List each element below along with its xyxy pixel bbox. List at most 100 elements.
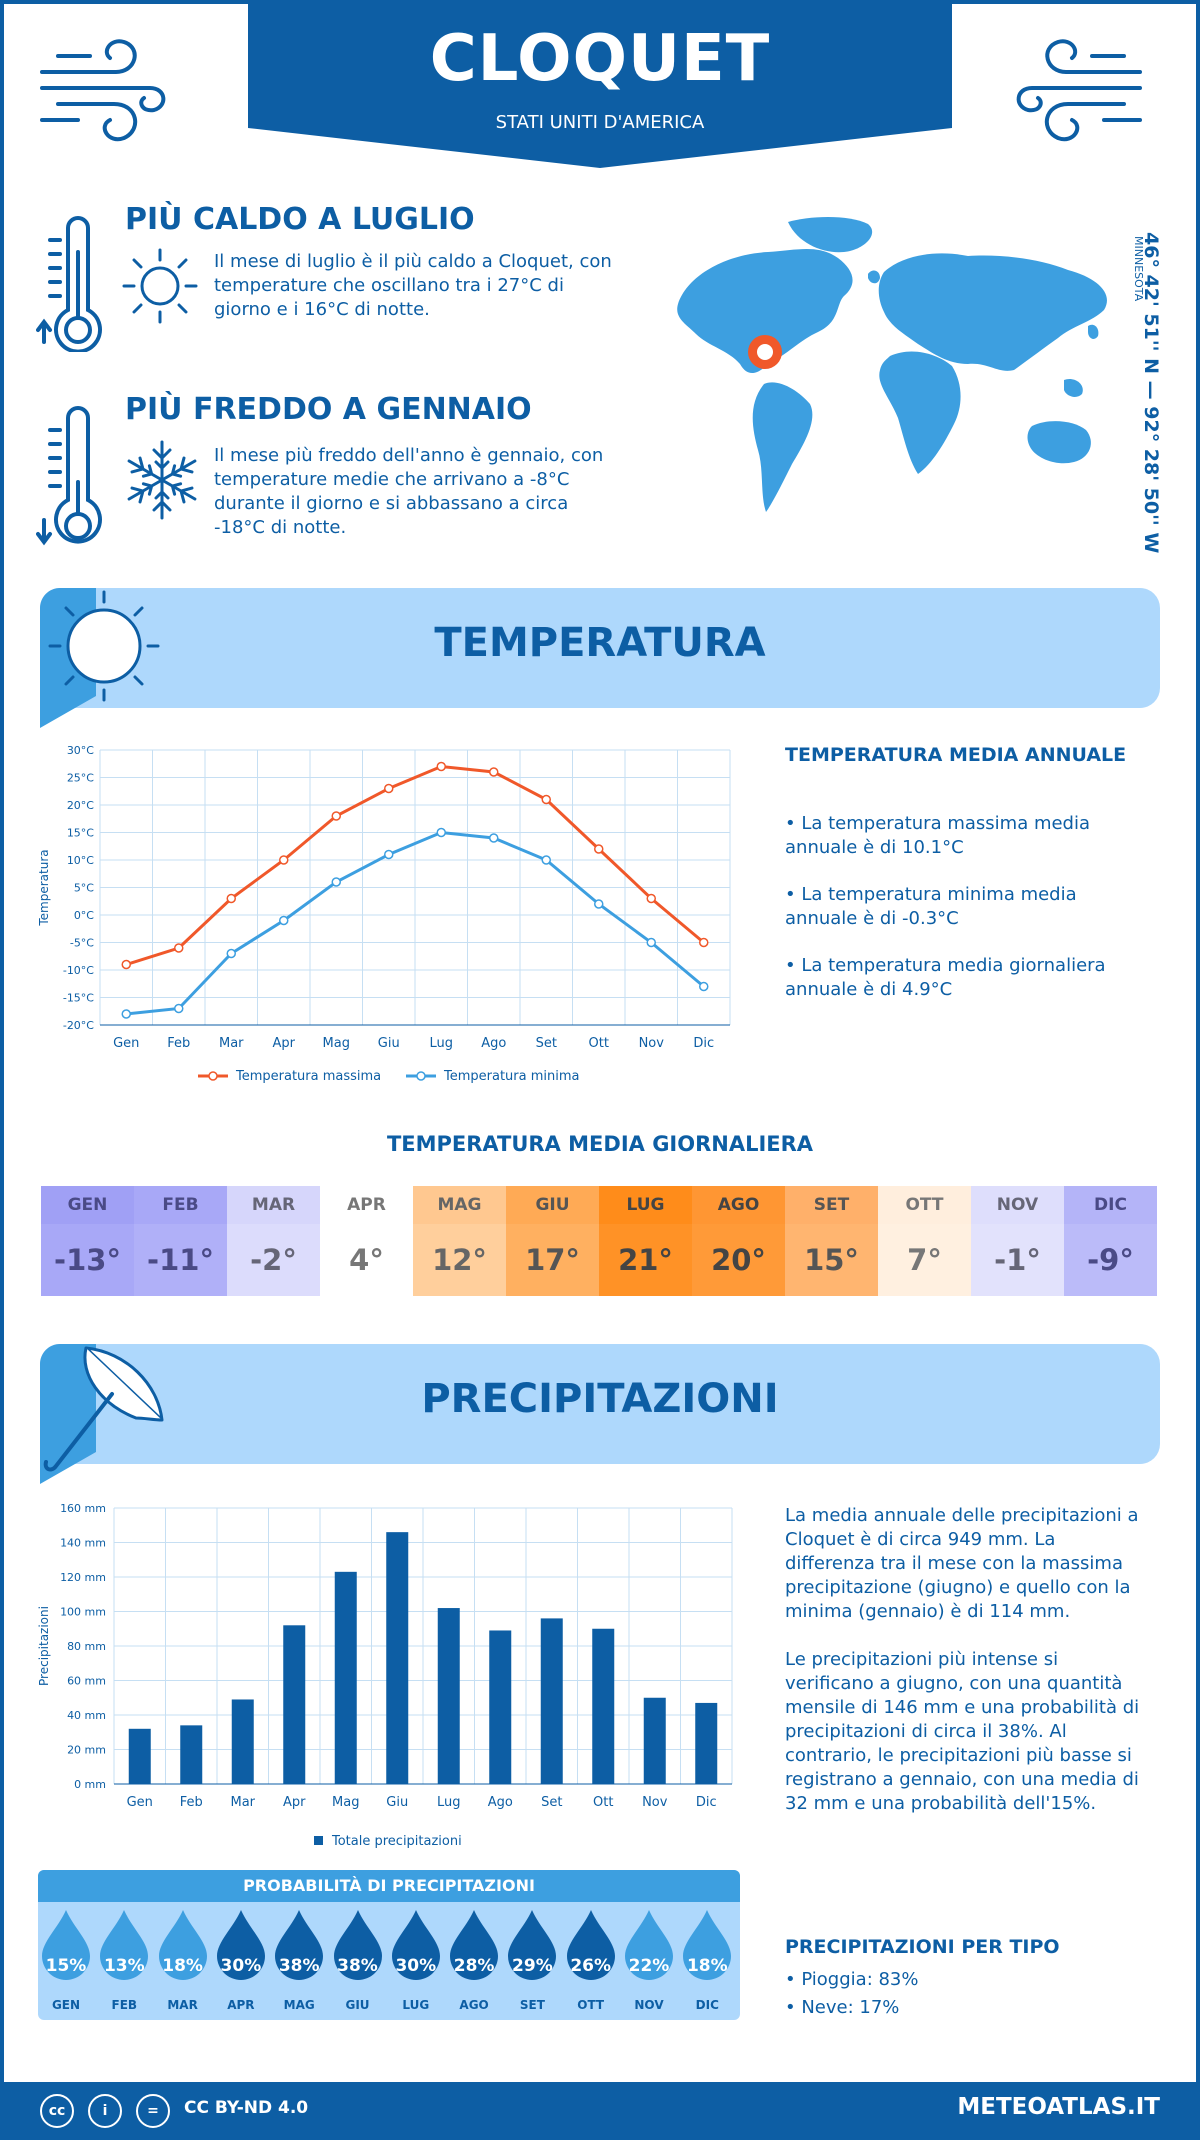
coldest-month-text: Il mese più freddo dell'anno è gennaio, … — [214, 445, 604, 538]
y-tick-label: 120 mm — [60, 1571, 106, 1584]
x-tick-label: Mar — [219, 1036, 244, 1051]
x-tick-label: Feb — [167, 1036, 190, 1051]
month-label: SET — [785, 1186, 878, 1224]
legend-label: Totale precipitazioni — [331, 1834, 462, 1849]
attribution-icon: i — [88, 2094, 122, 2128]
brand-link[interactable]: METEOATLAS.IT — [957, 2094, 1160, 2120]
month-temperature: -9° — [1064, 1224, 1157, 1296]
y-tick-label: 15°C — [67, 827, 94, 840]
temperature-section-title: TEMPERATURA — [434, 620, 766, 666]
probability-month: OTT — [577, 1998, 605, 2012]
hottest-month-text: Il mese di luglio è il più caldo a Cloqu… — [214, 251, 612, 320]
y-tick-label: 5°C — [74, 882, 94, 895]
data-point — [541, 855, 551, 865]
data-point — [594, 899, 604, 909]
month-temperature: -2° — [227, 1224, 320, 1296]
thermometer-hot-icon — [36, 216, 102, 352]
data-point — [331, 877, 341, 887]
month-temperature: 15° — [785, 1224, 878, 1296]
y-tick-label: 10°C — [67, 854, 94, 867]
y-tick-label: 0°C — [74, 909, 94, 922]
data-point — [121, 959, 131, 970]
y-tick-label: 20 mm — [67, 1744, 106, 1757]
wind-icon-right — [1016, 39, 1142, 142]
sun-icon — [122, 248, 198, 324]
daily-temp-month: DIC -9° — [1064, 1186, 1157, 1296]
y-tick-label: -20°C — [63, 1019, 94, 1032]
y-tick-label: 140 mm — [60, 1537, 106, 1550]
probability-value: 15% — [45, 1956, 87, 1976]
annual-temp-title: TEMPERATURA MEDIA ANNUALE — [785, 744, 1127, 766]
precip-bar — [386, 1532, 409, 1784]
y-tick-label: -10°C — [63, 964, 94, 977]
precip-bar — [437, 1608, 460, 1784]
x-tick-label: Ago — [481, 1036, 506, 1051]
x-tick-label: Dic — [693, 1036, 714, 1051]
legend-swatch — [314, 1836, 323, 1845]
precip-bar — [334, 1571, 357, 1784]
month-temperature: -1° — [971, 1224, 1064, 1296]
probability-month: SET — [519, 1998, 545, 2012]
y-axis-label: Precipitazioni — [37, 1606, 51, 1686]
precip-section-bar — [40, 1344, 1160, 1464]
series-line-1 — [126, 830, 705, 1016]
raindrop-icon — [158, 1910, 207, 1980]
coordinates: 46° 42' 51'' N — 92° 28' 50'' W — [1140, 232, 1162, 554]
month-temperature: -11° — [134, 1224, 227, 1296]
probability-value: 30% — [220, 1956, 262, 1976]
x-tick-label: Set — [541, 1795, 562, 1810]
month-temperature: 20° — [692, 1224, 785, 1296]
probability-value: 38% — [337, 1956, 378, 1976]
month-label: MAG — [413, 1186, 506, 1224]
daily-temp-month: GIU 17° — [506, 1186, 599, 1296]
data-point — [646, 937, 656, 948]
precip-bar — [489, 1630, 512, 1784]
snowflake-icon — [127, 440, 197, 520]
daily-temp-month: SET 15° — [785, 1186, 878, 1296]
daily-temp-month: AGO 20° — [692, 1186, 785, 1296]
probability-month: DIC — [695, 1998, 719, 2012]
precip-summary-text: La media annuale delle precipitazioni a … — [785, 1505, 1139, 1622]
y-tick-label: -15°C — [63, 992, 94, 1005]
y-tick-label: 80 mm — [67, 1640, 106, 1653]
probability-value: 29% — [512, 1956, 553, 1976]
x-tick-label: Apr — [273, 1036, 296, 1051]
state-name: MINNESOTA — [1132, 236, 1145, 302]
month-temperature: 7° — [878, 1224, 971, 1296]
x-tick-label: Nov — [642, 1795, 668, 1810]
hottest-month-title: PIÙ CALDO A LUGLIO — [125, 202, 475, 237]
data-point — [226, 893, 236, 904]
y-tick-label: 160 mm — [60, 1502, 106, 1515]
annual-temp-min: • La temperatura minima media annuale è … — [785, 884, 1077, 929]
annual-temp-mean: • La temperatura media giornaliera annua… — [785, 955, 1106, 1000]
data-point — [384, 783, 394, 794]
daily-temp-month: MAG 12° — [413, 1186, 506, 1296]
annual-temp-max: • La temperatura massima media annuale è… — [785, 813, 1091, 858]
page-title: CLOQUET — [429, 22, 771, 96]
raindrop-icon — [391, 1910, 440, 1980]
header-banner — [248, 0, 952, 168]
data-point — [646, 893, 656, 904]
x-tick-label: Ago — [488, 1795, 513, 1810]
data-point — [489, 767, 499, 777]
daily-temp-title: TEMPERATURA MEDIA GIORNALIERA — [386, 1132, 814, 1156]
raindrop-icon — [566, 1910, 615, 1980]
precip-detail-text: Le precipitazioni più intense si verific… — [785, 1649, 1140, 1814]
data-point — [384, 849, 394, 860]
sun-corner-icon — [40, 588, 160, 728]
series-line-0 — [125, 764, 705, 966]
x-tick-label: Gen — [113, 1036, 139, 1051]
probability-value: 26% — [570, 1956, 612, 1976]
license-label: CC BY-ND 4.0 — [184, 2098, 309, 2118]
precip-bar — [695, 1702, 718, 1784]
precip-bar — [180, 1725, 203, 1784]
raindrop-icon — [625, 1910, 673, 1980]
legend-marker — [208, 1071, 218, 1081]
probability-value: 18% — [162, 1956, 203, 1976]
precip-bar — [128, 1728, 151, 1784]
x-tick-label: Giu — [378, 1036, 400, 1051]
y-tick-label: 40 mm — [67, 1709, 106, 1722]
data-point — [436, 827, 446, 838]
x-tick-label: Ott — [589, 1036, 609, 1051]
data-point — [174, 943, 184, 953]
